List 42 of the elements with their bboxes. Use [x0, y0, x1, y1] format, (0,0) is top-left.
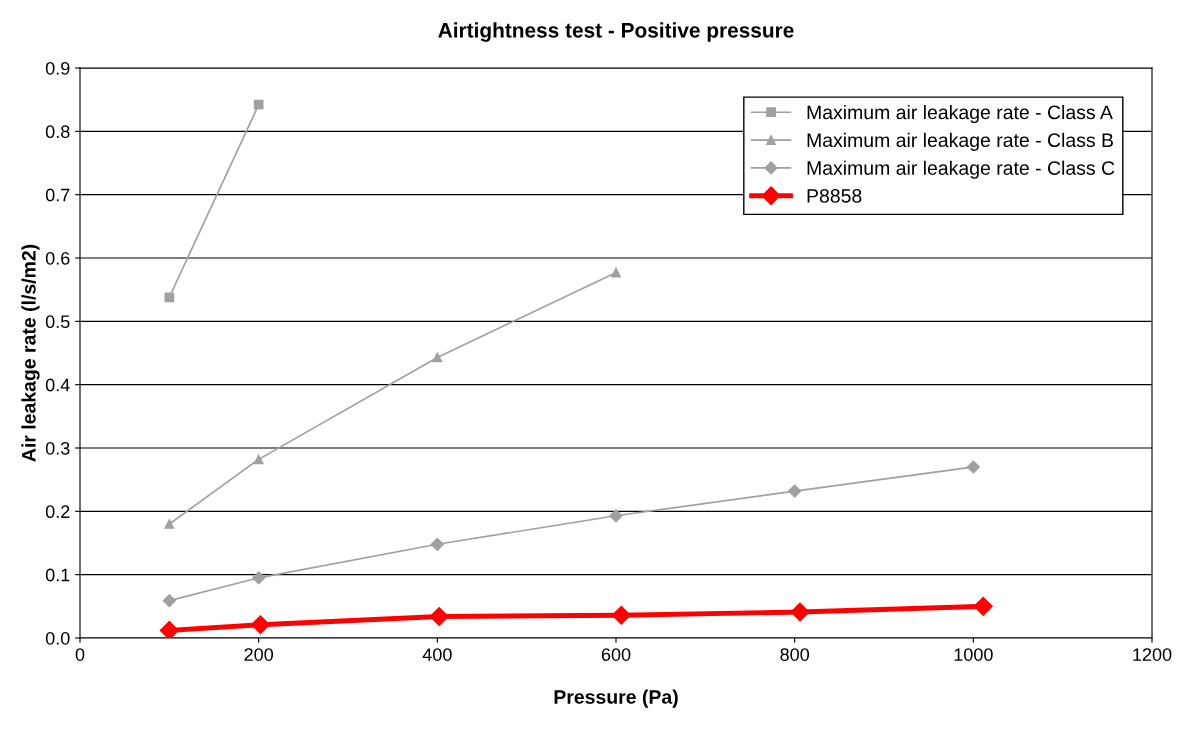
- point: [162, 594, 176, 608]
- legend-label: Maximum air leakage rate - Class B: [807, 132, 1113, 151]
- y-tick-label: 0.8: [45, 125, 70, 139]
- y-tick-label: 0.0: [45, 631, 70, 645]
- y-tick-label: 0.5: [45, 315, 70, 329]
- point: [252, 571, 266, 585]
- x-tick-label: 600: [601, 648, 631, 661]
- point: [611, 267, 621, 278]
- point: [164, 519, 175, 529]
- point: [611, 605, 631, 625]
- y-tick-label: 0.7: [45, 188, 70, 202]
- x-tick-label: 1000: [954, 648, 993, 661]
- point: [250, 615, 270, 635]
- x-tick-label: 800: [780, 648, 810, 661]
- x-tick-label: 200: [244, 648, 274, 661]
- y-tick-label: 0.9: [45, 61, 70, 75]
- point: [966, 460, 980, 474]
- legend-label: P8858: [807, 189, 862, 203]
- y-tick-label: 0.3: [45, 441, 70, 455]
- point: [609, 509, 623, 523]
- y-tick-label: 0.6: [45, 251, 70, 265]
- x-tick-label: 400: [422, 648, 452, 661]
- legend-label: Maximum air leakage rate - Class C: [807, 160, 1115, 179]
- y-tick-label: 0.4: [45, 378, 70, 392]
- point: [430, 537, 444, 551]
- y-axis-title: Air leakage rate (l/s/m2): [21, 244, 40, 462]
- point: [788, 484, 802, 498]
- point: [159, 620, 179, 638]
- point: [253, 454, 264, 465]
- x-tick-label: 0: [75, 648, 85, 661]
- point: [429, 606, 449, 627]
- point: [432, 352, 443, 363]
- y-tick-label: 0.2: [45, 505, 70, 519]
- point: [164, 292, 175, 303]
- x-axis-title: Pressure (Pa): [554, 689, 678, 708]
- point: [253, 99, 264, 110]
- y-tick-label: 0.1: [45, 568, 70, 582]
- legend-label: Maximum air leakage rate - Class A: [807, 104, 1113, 124]
- point: [973, 596, 993, 616]
- x-tick-label: 1200: [1133, 648, 1172, 661]
- point: [790, 602, 810, 622]
- chart-title: Airtightness test - Positive pressure: [438, 22, 794, 42]
